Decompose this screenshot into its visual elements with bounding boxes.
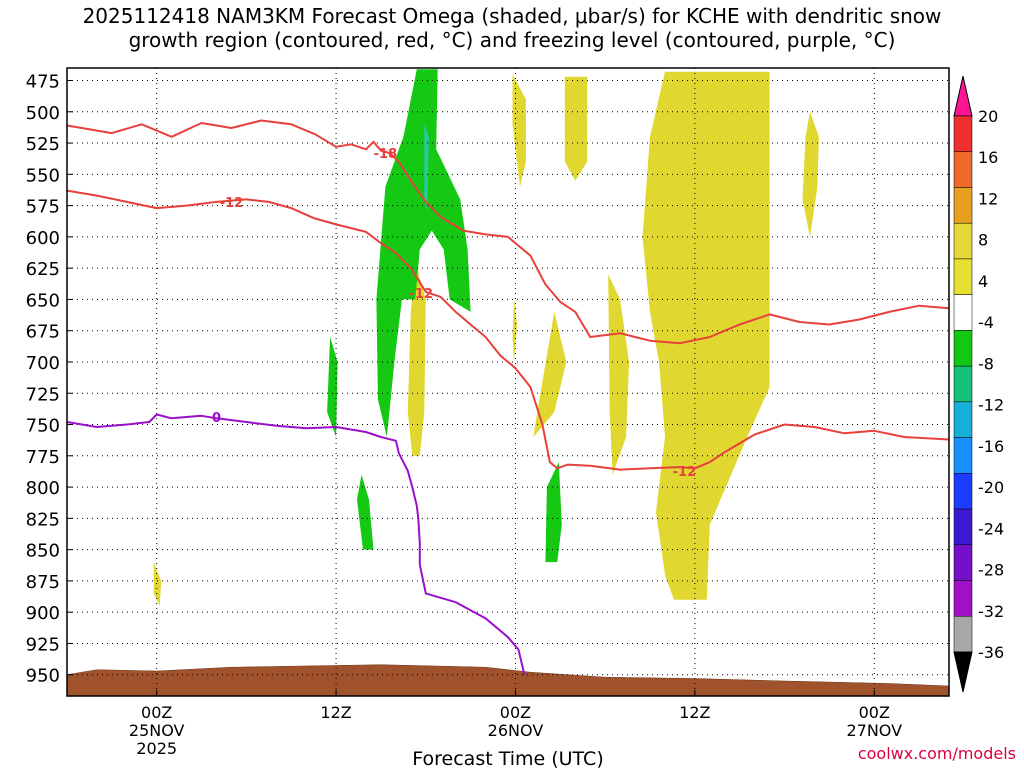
y-tick-label-475: 475: [26, 72, 60, 93]
y-tick-label-900: 900: [26, 603, 60, 624]
colorbar-label-6: -8: [978, 354, 994, 373]
y-tick-label-600: 600: [26, 228, 60, 249]
colorbar-top-arrow: [953, 75, 973, 117]
x-tick-label-12-0: 12Z: [320, 703, 351, 722]
colorbar-box-8: [953, 401, 973, 438]
omega-region-8: [512, 299, 517, 362]
colorbar-label-0: 20: [978, 107, 998, 126]
freezing-level-contour: [66, 413, 526, 675]
colorbar-box-11: [953, 508, 973, 546]
colorbar-box-10: [953, 473, 973, 510]
red-contour-extra-label-1: -12: [673, 465, 697, 480]
y-tick-label-625: 625: [26, 259, 60, 280]
y-tick-label-725: 725: [26, 384, 60, 405]
colorbar-label-4: 4: [978, 272, 988, 291]
colorbar-box-12: [953, 544, 973, 581]
x-tick-label-48-1: 27NOV: [846, 721, 902, 740]
colorbar-box-1: [953, 151, 973, 188]
y-tick-label-525: 525: [26, 134, 60, 155]
y-tick-label-800: 800: [26, 478, 60, 499]
colorbar-box-3: [953, 222, 973, 260]
colorbar-box-6: [953, 330, 973, 367]
omega-region-2: [564, 76, 588, 181]
omega-region-1: [512, 74, 526, 187]
colorbar-label-3: 8: [978, 231, 988, 250]
colorbar-label-5: -4: [978, 313, 994, 332]
x-tick-label-24-1: 26NOV: [488, 721, 544, 740]
colorbar-box-0: [953, 115, 973, 152]
omega-region-9: [376, 69, 471, 438]
colorbar-box-2: [953, 187, 973, 224]
terrain-fill: [66, 664, 950, 697]
y-tick-label-925: 925: [26, 634, 60, 655]
red-contour-1: [66, 189, 950, 471]
x-tick-label-0-2: 2025: [136, 739, 177, 758]
x-axis-label: Forecast Time (UTC): [412, 748, 603, 768]
y-tick-label-875: 875: [26, 572, 60, 593]
red-contour-label-0: -18: [374, 147, 398, 162]
omega-region-12: [545, 462, 562, 563]
y-tick-label-775: 775: [26, 447, 60, 468]
y-tick-label-700: 700: [26, 353, 60, 374]
y-tick-label-650: 650: [26, 290, 60, 311]
y-tick-label-550: 550: [26, 165, 60, 186]
y-tick-label-675: 675: [26, 322, 60, 343]
y-tick-label-500: 500: [26, 103, 60, 124]
colorbar-label-11: -28: [978, 561, 1004, 580]
y-tick-label-575: 575: [26, 197, 60, 218]
omega-region-11: [357, 474, 374, 550]
colorbar-label-7: -12: [978, 396, 1004, 415]
y-tick-label-950: 950: [26, 666, 60, 687]
x-tick-label-0-0: 00Z: [141, 703, 172, 722]
colorbar-label-13: -36: [978, 643, 1004, 662]
red-contour-label-1: -12: [220, 196, 244, 211]
red-contour-extra-label-0: -12: [410, 287, 434, 302]
colorbar-box-7: [953, 365, 973, 403]
omega-region-13: [424, 124, 429, 212]
y-tick-label-750: 750: [26, 416, 60, 437]
omega-region-4: [533, 311, 567, 437]
colorbar-label-1: 16: [978, 148, 998, 167]
colorbar-label-10: -24: [978, 519, 1004, 538]
colorbar-bottom-arrow: [953, 651, 973, 693]
omega-region-10: [327, 337, 338, 437]
colorbar-box-4: [953, 258, 973, 295]
credit-text[interactable]: coolwx.com/models: [857, 744, 1016, 763]
freezing-level-label: 0: [212, 411, 221, 426]
omega-region-7: [153, 562, 162, 606]
y-tick-label-850: 850: [26, 541, 60, 562]
colorbar-label-9: -20: [978, 478, 1004, 497]
omega-region-3: [608, 274, 630, 475]
colorbar-label-12: -32: [978, 602, 1004, 621]
x-tick-label-36-0: 12Z: [679, 703, 710, 722]
x-tick-label-24-0: 00Z: [500, 703, 531, 722]
colorbar-label-2: 12: [978, 189, 998, 208]
colorbar-box-5: [953, 294, 973, 331]
plot-frame: [66, 67, 950, 697]
omega-region-5: [407, 261, 426, 456]
colorbar-box-9: [953, 437, 973, 474]
red-contour-0: [66, 119, 950, 345]
colorbar-box-13: [953, 580, 973, 617]
omega-region-6: [802, 111, 819, 237]
chart-title-line-1: 2025112418 NAM3KM Forecast Omega (shaded…: [82, 4, 942, 28]
colorbar-label-8: -16: [978, 437, 1004, 456]
colorbar-box-14: [953, 616, 973, 653]
chart-title-line-2: growth region (contoured, red, °C) and f…: [128, 28, 896, 52]
y-tick-label-825: 825: [26, 509, 60, 530]
x-tick-label-0-1: 25NOV: [129, 721, 185, 740]
omega-region-0: [642, 71, 770, 600]
x-tick-label-48-0: 00Z: [859, 703, 890, 722]
